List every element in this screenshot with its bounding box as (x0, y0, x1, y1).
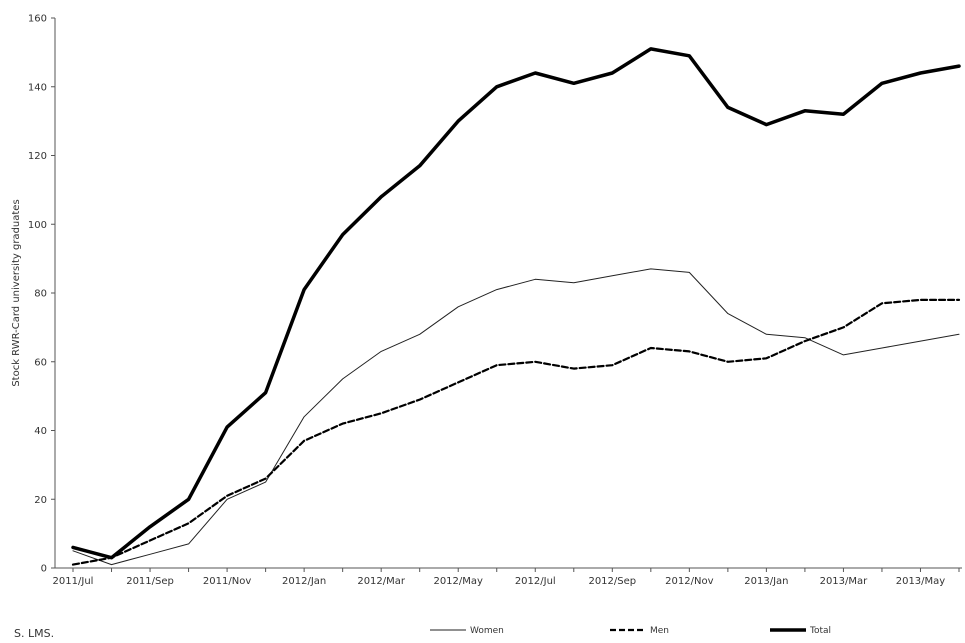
chart-axes (54, 18, 962, 569)
y-axis-ticks: 0 20 40 60 80 100 120 140 160 (28, 14, 55, 575)
x-tick-label: 2012/Jul (515, 576, 556, 587)
series-line-men (71, 298, 961, 566)
x-tick-label: 2011/Sep (126, 576, 174, 587)
y-tick-label: 0 (41, 564, 47, 575)
legend-label-women: Women (470, 626, 504, 636)
x-tick-label: 2012/Nov (665, 576, 713, 587)
x-tick-label: 2011/Jul (53, 576, 94, 587)
y-axis-title: Stock RWR-Card university graduates (11, 199, 22, 386)
series-line-women (72, 268, 960, 566)
x-tick-label: 2012/Sep (588, 576, 636, 587)
y-tick-label: 60 (34, 357, 47, 368)
legend-label-men: Men (650, 626, 669, 636)
source-note: S. LMS. (14, 627, 55, 640)
x-tick-label: 2012/Mar (357, 576, 406, 587)
x-tick-label: 2012/Jan (282, 576, 326, 587)
legend-label-total: Total (809, 626, 831, 636)
series-line-total (71, 47, 961, 560)
legend: Women Men Total (430, 626, 831, 636)
x-tick-label: 2011/Nov (203, 576, 251, 587)
x-tick-label: 2013/Mar (820, 576, 869, 587)
x-tick-label: 2013/May (896, 576, 946, 587)
y-tick-label: 140 (28, 82, 47, 93)
x-tick-label: 2013/Jan (744, 576, 788, 587)
series-layer (71, 47, 961, 566)
y-tick-label: 40 (34, 426, 47, 437)
y-tick-label: 160 (28, 14, 47, 25)
y-tick-label: 100 (28, 220, 47, 231)
y-tick-label: 120 (28, 151, 47, 162)
y-tick-label: 20 (34, 495, 47, 506)
y-tick-label: 80 (34, 289, 47, 300)
x-axis-ticks: 2011/Jul 2011/Sep 2011/Nov 2012/Jan 2012/Mar… (53, 568, 960, 587)
x-tick-label: 2012/May (433, 576, 483, 587)
